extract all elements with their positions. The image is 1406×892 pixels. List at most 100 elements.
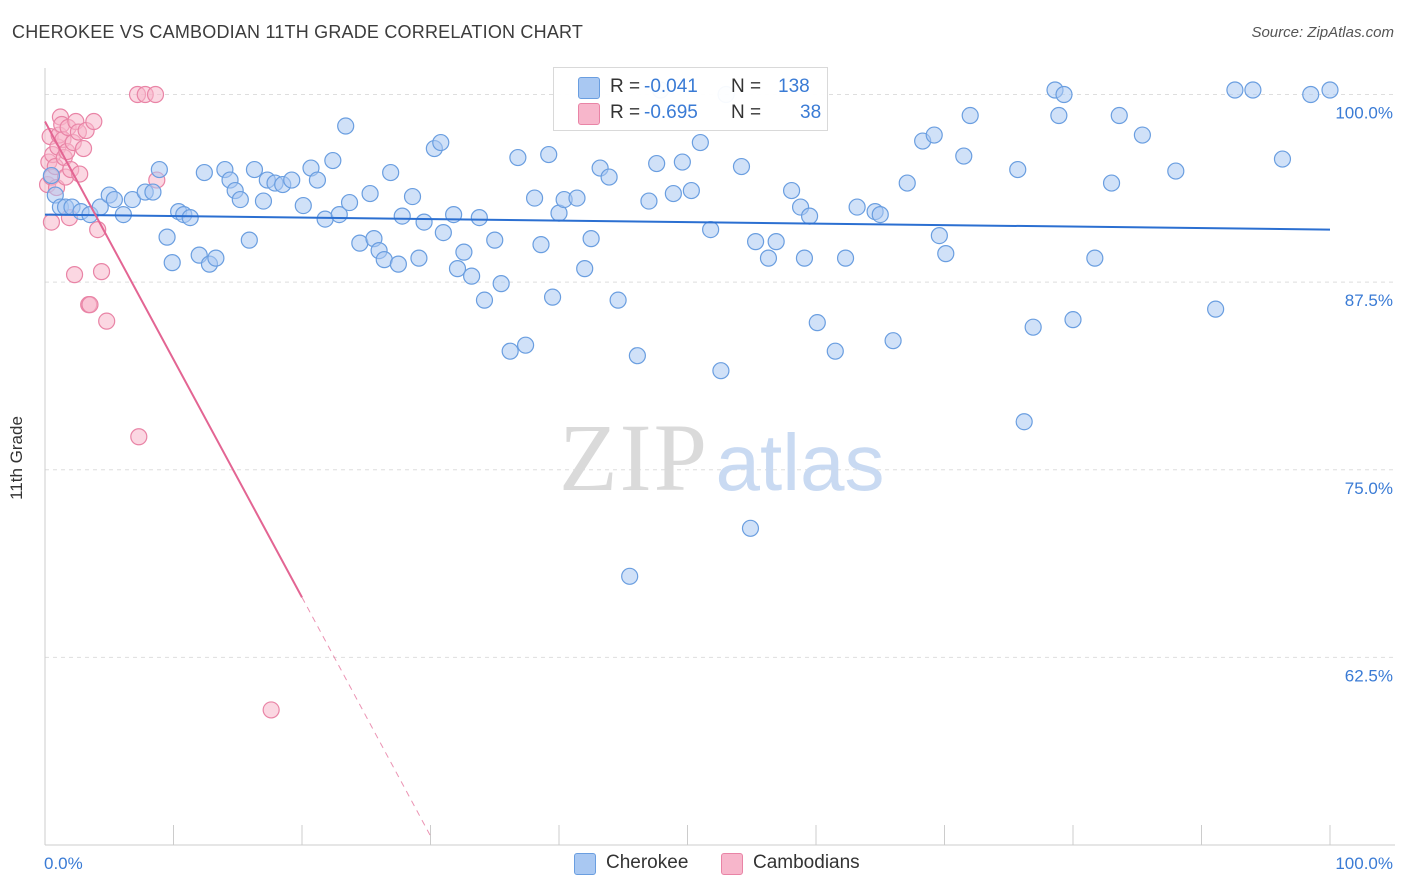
- data-point: [92, 263, 111, 281]
- trend-extension: [301, 597, 431, 837]
- data-point: [712, 362, 730, 380]
- r-label: R =: [610, 102, 641, 123]
- data-point: [673, 153, 691, 171]
- data-point: [351, 234, 369, 252]
- data-point: [543, 288, 562, 306]
- axes: [44, 68, 1395, 846]
- data-point: [130, 428, 148, 446]
- data-point: [1055, 85, 1073, 104]
- data-point: [937, 245, 955, 263]
- data-point: [747, 233, 765, 251]
- data-point: [628, 347, 646, 365]
- trend-line: [44, 121, 303, 598]
- data-point: [826, 342, 844, 360]
- data-point: [393, 207, 411, 225]
- data-point: [74, 139, 93, 158]
- data-point: [1244, 81, 1262, 99]
- y-tick-label: 62.5%: [1345, 666, 1393, 685]
- data-point: [81, 296, 99, 314]
- data-point: [389, 255, 407, 273]
- data-point: [532, 236, 550, 254]
- watermark: ZIP atlas: [559, 404, 884, 511]
- data-point: [432, 133, 450, 152]
- data-point: [800, 207, 819, 225]
- cambodians-legend-swatch: [721, 853, 743, 875]
- watermark-zip: ZIP: [559, 404, 709, 511]
- data-point: [1102, 174, 1121, 192]
- data-point: [308, 171, 327, 189]
- data-point: [1024, 318, 1042, 336]
- data-point: [254, 192, 273, 210]
- cambodians-swatch: [578, 103, 600, 125]
- data-point: [582, 230, 600, 248]
- data-point: [240, 231, 258, 249]
- cherokee-legend-swatch: [574, 853, 596, 875]
- data-point: [475, 291, 494, 309]
- data-point: [158, 228, 176, 246]
- data-point: [361, 184, 379, 203]
- data-point: [434, 224, 452, 242]
- data-point: [884, 332, 902, 350]
- data-point: [741, 519, 760, 537]
- data-point: [961, 106, 979, 125]
- data-point: [1015, 413, 1033, 431]
- trend-line: [44, 213, 1331, 231]
- data-point: [262, 701, 280, 719]
- data-point: [664, 184, 682, 203]
- n-label: N =: [731, 76, 762, 97]
- data-point: [759, 249, 778, 267]
- data-point: [795, 249, 814, 267]
- n-value: 138: [778, 76, 810, 97]
- data-point: [1207, 300, 1225, 318]
- data-point: [782, 181, 801, 200]
- data-point: [98, 312, 116, 330]
- data-point: [150, 160, 168, 179]
- data-point: [525, 189, 544, 207]
- data-point: [1226, 81, 1244, 99]
- data-point: [1321, 81, 1339, 99]
- data-point: [294, 196, 312, 215]
- data-point: [470, 208, 488, 227]
- data-points: [38, 81, 1339, 719]
- data-point: [682, 181, 700, 200]
- data-point: [144, 183, 162, 201]
- x-tick-label: 100.0%: [1335, 854, 1393, 873]
- y-tick-label: 75.0%: [1345, 479, 1393, 498]
- data-point: [403, 187, 422, 206]
- data-point: [955, 147, 973, 165]
- data-point: [455, 243, 473, 261]
- data-point: [648, 154, 666, 173]
- data-point: [509, 148, 527, 167]
- data-point: [732, 157, 751, 176]
- data-point: [375, 251, 393, 269]
- data-point: [207, 249, 225, 267]
- y-tick-labels: 62.5% 75.0% 87.5% 100.0%: [1335, 104, 1393, 686]
- x-tick-label: 0.0%: [44, 854, 83, 873]
- data-point: [871, 205, 889, 224]
- data-point: [808, 314, 826, 332]
- data-point: [415, 213, 433, 231]
- data-point: [1273, 150, 1292, 168]
- data-point: [283, 171, 301, 189]
- data-point: [925, 126, 943, 144]
- cherokee-legend-label: Cherokee: [606, 852, 689, 873]
- chart-title: CHEROKEE VS CAMBODIAN 11TH GRADE CORRELA…: [12, 22, 584, 42]
- n-value: 38: [800, 102, 822, 123]
- data-point: [486, 231, 504, 249]
- data-point: [930, 227, 948, 245]
- trend-lines: [44, 121, 1331, 837]
- data-point: [600, 168, 618, 186]
- data-point: [163, 254, 181, 272]
- data-point: [898, 174, 916, 192]
- data-point: [576, 260, 594, 278]
- data-point: [568, 189, 586, 207]
- data-point: [324, 151, 342, 170]
- data-point: [337, 117, 355, 135]
- data-point: [340, 193, 359, 212]
- data-point: [448, 260, 467, 278]
- data-point: [1110, 106, 1128, 125]
- data-point: [767, 233, 785, 251]
- data-point: [1133, 126, 1151, 144]
- data-point: [621, 567, 639, 585]
